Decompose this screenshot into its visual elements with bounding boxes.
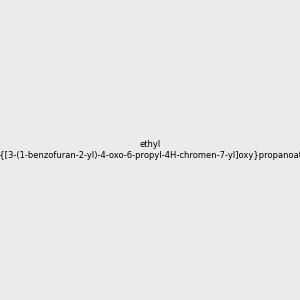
Text: ethyl 2-{[3-(1-benzofuran-2-yl)-4-oxo-6-propyl-4H-chromen-7-yl]oxy}propanoate: ethyl 2-{[3-(1-benzofuran-2-yl)-4-oxo-6-… (0, 140, 300, 160)
